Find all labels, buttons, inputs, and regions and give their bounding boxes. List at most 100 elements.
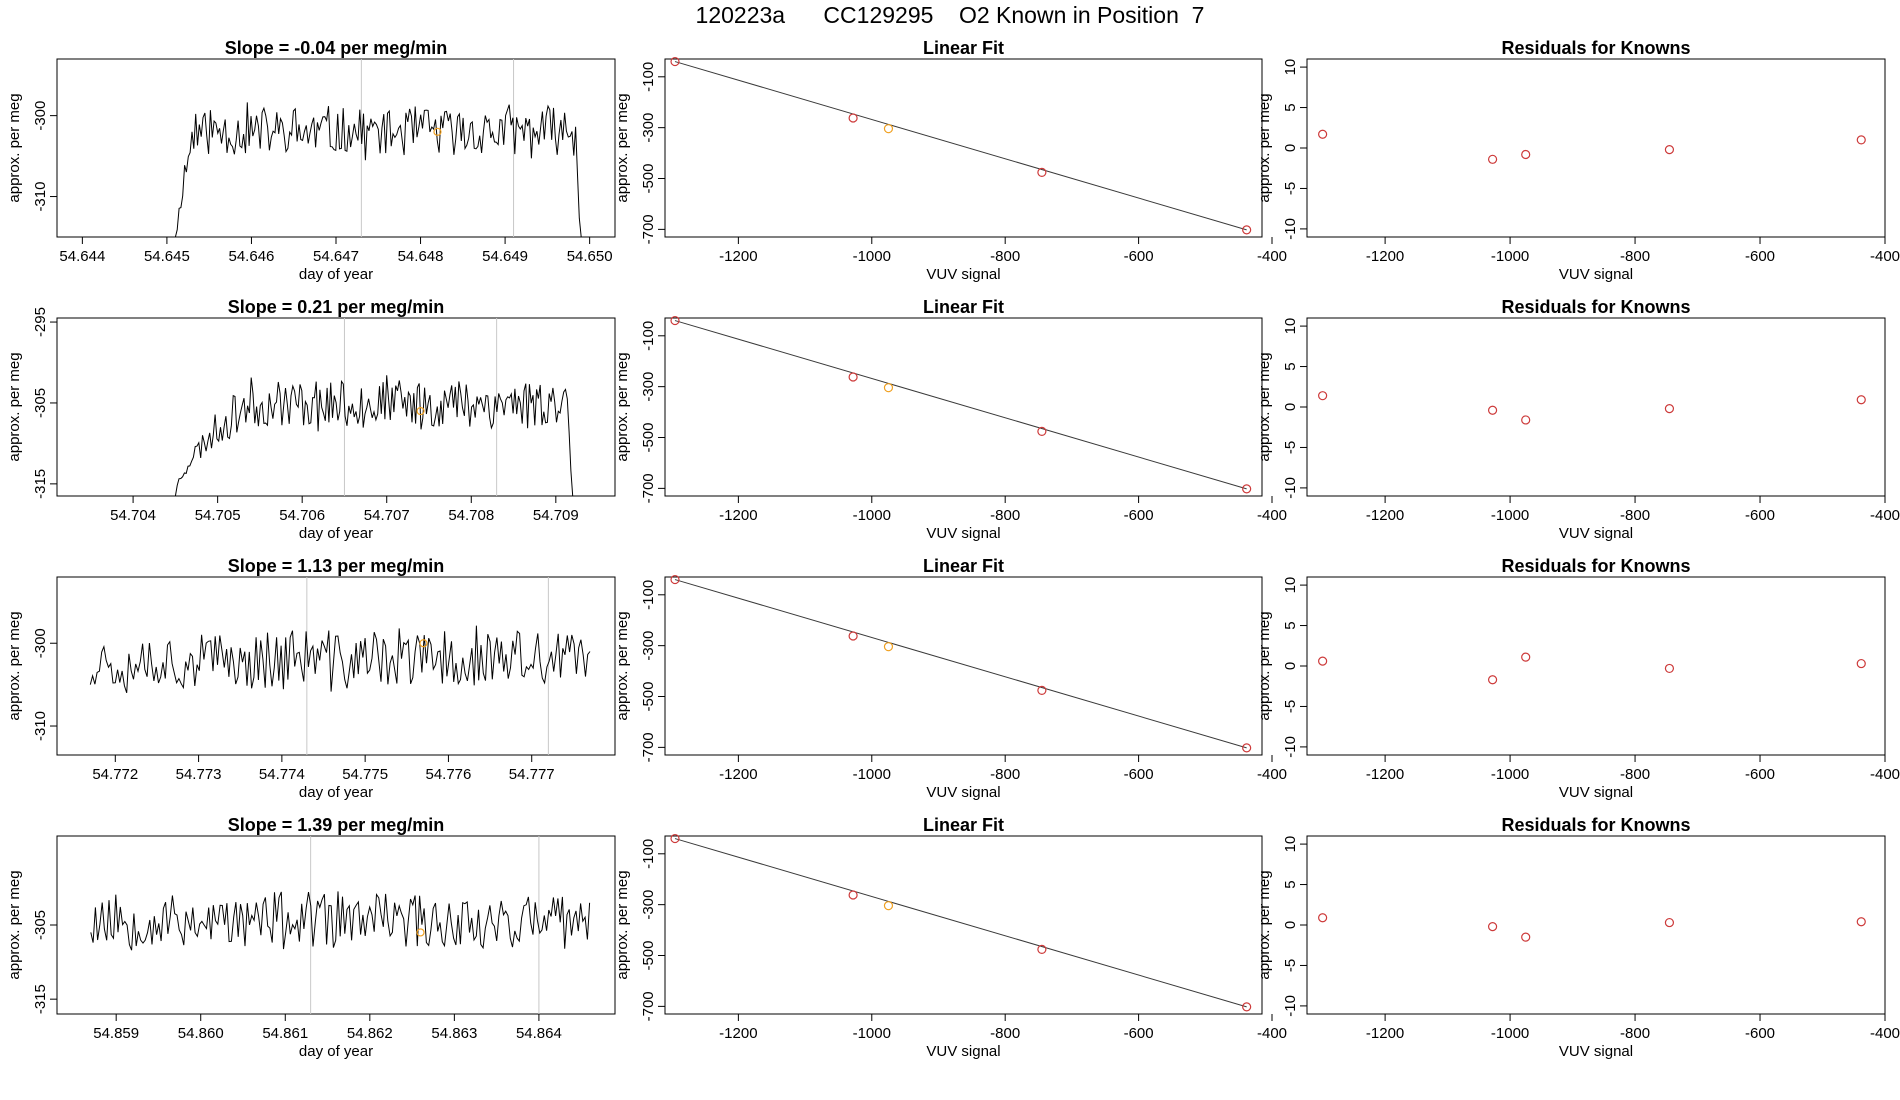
row2-time-series-x-tick-label: 54.704 — [110, 507, 156, 524]
row2-time-series-series-line — [174, 375, 574, 497]
row4-linear-fit-x-tick-label: -1200 — [719, 1025, 757, 1042]
row2-linear-fit-x-tick-label: -400 — [1257, 507, 1287, 524]
row4-linear-fit-y-tick-label: -500 — [640, 940, 657, 970]
row2-linear-fit-x-tick-label: -1000 — [853, 507, 891, 524]
row3-time-series-x-tick-label: 54.774 — [259, 766, 305, 783]
row4-linear-fit-known-point — [1037, 944, 1047, 955]
row2-residuals-x-tick-label: -1000 — [1491, 507, 1529, 524]
row3-time-series-series-line — [89, 625, 591, 694]
row4-residuals-residual-point — [1487, 922, 1498, 932]
row2-linear-fit-frame — [664, 317, 1263, 497]
row2-residuals-y-tick-label: -10 — [1282, 477, 1299, 499]
row1-linear-fit-y-tick-label: -100 — [640, 62, 657, 92]
row4-linear-fit-y-tick-label: -300 — [640, 890, 657, 920]
row2-linear-fit-x-tick-label: -600 — [1124, 507, 1154, 524]
row4-residuals-residual-point — [1664, 917, 1675, 928]
row4-linear-fit-known-point — [670, 833, 680, 844]
row1-linear-fit-known-point — [670, 56, 680, 67]
row3-linear-fit-title: Linear Fit — [923, 556, 1004, 576]
row4-time-series-y-tick-label: -305 — [32, 910, 49, 940]
row3-linear-fit-fit-line — [674, 579, 1247, 749]
row1-linear-fit-x-tick-label: -1000 — [853, 248, 891, 265]
row4-time-series-sample-point — [416, 928, 425, 937]
row1-residuals-x-tick-label: -600 — [1745, 248, 1775, 265]
row4-residuals-ylabel: approx. per meg — [1256, 870, 1273, 979]
row1-time-series-x-tick-label: 54.646 — [229, 248, 275, 265]
row2-residuals-x-tick-label: -600 — [1745, 507, 1775, 524]
row2-time-series-ylabel: approx. per meg — [6, 352, 23, 461]
row4-linear-fit-ylabel: approx. per meg — [614, 870, 631, 979]
row1-time-series-x-tick-label: 54.648 — [398, 248, 444, 265]
row1-residuals-y-tick-label: -5 — [1282, 182, 1299, 195]
row4-residuals-xlabel: VUV signal — [1559, 1043, 1633, 1060]
row3-time-series-xlabel: day of year — [299, 784, 373, 801]
row1-linear-fit-fit-line — [674, 61, 1247, 231]
row3-residuals-y-tick-label: 10 — [1282, 577, 1299, 594]
row3-residuals-ylabel: approx. per meg — [1256, 611, 1273, 720]
row1-residuals-residual-point — [1318, 129, 1328, 139]
row3-linear-fit-xlabel: VUV signal — [926, 784, 1000, 801]
row4-linear-fit-sample-point — [883, 901, 894, 911]
row3-linear-fit-y-tick-label: -700 — [640, 732, 657, 762]
row3-residuals-residual-point — [1664, 663, 1675, 674]
row4-time-series-title: Slope = 1.39 per meg/min — [228, 815, 445, 835]
row4-linear-fit-known-point — [848, 890, 858, 900]
row1-residuals-title: Residuals for Knowns — [1501, 38, 1690, 58]
row4-time-series-x-tick-label: 54.864 — [516, 1025, 562, 1042]
row1-residuals-x-tick-label: -1200 — [1366, 248, 1404, 265]
row4-residuals-x-tick-label: -1000 — [1491, 1025, 1529, 1042]
row2-residuals-y-tick-label: 5 — [1282, 362, 1299, 370]
row2-linear-fit-y-tick-label: -300 — [640, 372, 657, 402]
row1-time-series-title: Slope = -0.04 per meg/min — [225, 38, 448, 58]
row2-time-series-x-tick-label: 54.709 — [533, 507, 579, 524]
row1-residuals-y-tick-label: -10 — [1282, 218, 1299, 240]
row4-linear-fit-x-tick-label: -1000 — [853, 1025, 891, 1042]
page-title: 120223a CC129295 O2 Known in Position 7 — [695, 2, 1205, 28]
row2-time-series-y-tick-label: -295 — [32, 307, 49, 337]
row1-time-series-series-line — [174, 102, 582, 238]
row2-time-series-title: Slope = 0.21 per meg/min — [228, 297, 445, 317]
row4-linear-fit-x-tick-label: -400 — [1257, 1025, 1287, 1042]
row3-linear-fit-x-tick-label: -1000 — [853, 766, 891, 783]
row1-linear-fit-ylabel: approx. per meg — [614, 93, 631, 202]
row2-linear-fit-ylabel: approx. per meg — [614, 352, 631, 461]
row3-residuals-y-tick-label: 0 — [1282, 662, 1299, 670]
row1-linear-fit-known-point — [1037, 167, 1047, 178]
row1-time-series-ylabel: approx. per meg — [6, 93, 23, 202]
row4-residuals-residual-point — [1521, 932, 1531, 942]
row1-residuals-x-tick-label: -400 — [1870, 248, 1900, 265]
row2-residuals-residual-point — [1856, 395, 1866, 405]
row2-time-series-sample-point — [416, 406, 425, 416]
row3-linear-fit-y-tick-label: -300 — [640, 631, 657, 661]
row2-linear-fit-known-point — [1037, 426, 1047, 437]
row1-linear-fit-x-tick-label: -400 — [1257, 248, 1287, 265]
row2-linear-fit-y-tick-label: -100 — [640, 321, 657, 351]
row3-linear-fit-known-point — [670, 574, 680, 585]
row1-linear-fit-sample-point — [883, 124, 894, 134]
row2-time-series-x-tick-label: 54.707 — [364, 507, 410, 524]
row2-linear-fit-fit-line — [674, 320, 1247, 490]
row2-residuals-x-tick-label: -400 — [1870, 507, 1900, 524]
row1-residuals-x-tick-label: -1000 — [1491, 248, 1529, 265]
row3-residuals-title: Residuals for Knowns — [1501, 556, 1690, 576]
row1-linear-fit-x-tick-label: -1200 — [719, 248, 757, 265]
row2-residuals-residual-point — [1521, 415, 1531, 425]
row2-linear-fit-title: Linear Fit — [923, 297, 1004, 317]
row2-residuals-ylabel: approx. per meg — [1256, 352, 1273, 461]
row2-linear-fit-xlabel: VUV signal — [926, 525, 1000, 542]
row3-linear-fit-ylabel: approx. per meg — [614, 611, 631, 720]
row4-time-series-y-tick-label: -315 — [32, 984, 49, 1014]
row1-linear-fit-x-tick-label: -800 — [990, 248, 1020, 265]
row4-linear-fit-frame — [664, 835, 1263, 1015]
row1-linear-fit-y-tick-label: -700 — [640, 214, 657, 244]
row4-residuals-x-tick-label: -800 — [1620, 1025, 1650, 1042]
row3-linear-fit-x-tick-label: -800 — [990, 766, 1020, 783]
row2-time-series-x-tick-label: 54.708 — [448, 507, 494, 524]
row3-residuals-frame — [1306, 576, 1886, 756]
row4-linear-fit-x-tick-label: -800 — [990, 1025, 1020, 1042]
row1-linear-fit-frame — [664, 58, 1263, 238]
row3-linear-fit-known-point — [1037, 685, 1047, 696]
row3-residuals-residual-point — [1521, 652, 1531, 662]
row4-residuals-x-tick-label: -600 — [1745, 1025, 1775, 1042]
